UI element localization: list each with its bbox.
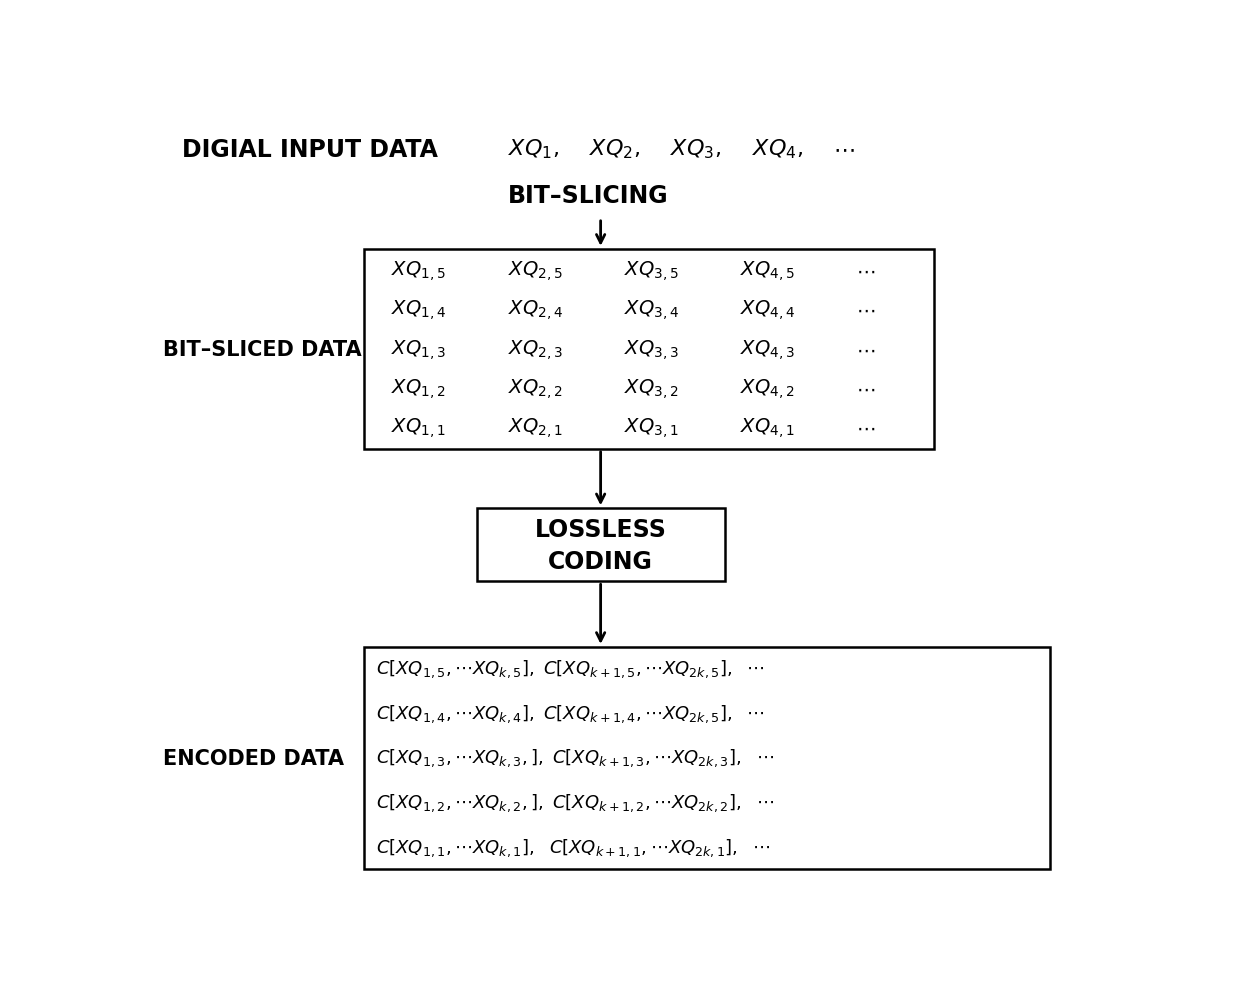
Text: $XQ_{1,3}$: $XQ_{1,3}$ [392,338,446,362]
Text: $\cdots$: $\cdots$ [857,340,875,359]
Text: $XQ_{3,1}$: $XQ_{3,1}$ [624,416,678,440]
Text: $XQ_1$,: $XQ_1$, [507,137,559,161]
Text: $XQ_{4,4}$: $XQ_{4,4}$ [740,299,795,323]
Bar [365,647,1050,869]
Text: $XQ_{1,2}$: $XQ_{1,2}$ [392,377,446,401]
Text: BIT–SLICING: BIT–SLICING [507,183,668,207]
Text: $XQ_{3,3}$: $XQ_{3,3}$ [624,338,678,362]
Text: $XQ_{4,2}$: $XQ_{4,2}$ [740,377,795,401]
Text: $\cdots$: $\cdots$ [857,262,875,281]
Text: $XQ_{4,3}$: $XQ_{4,3}$ [740,338,795,362]
Text: CODING: CODING [548,549,653,573]
Text: $\cdots$: $\cdots$ [857,419,875,438]
Text: $XQ_{2,4}$: $XQ_{2,4}$ [507,299,563,323]
Bar [365,249,934,450]
Text: $XQ_{1,5}$: $XQ_{1,5}$ [392,260,446,283]
Text: $XQ_{1,1}$: $XQ_{1,1}$ [392,416,446,440]
Text: ENCODED DATA: ENCODED DATA [162,747,343,768]
Text: $C[XQ_{1,3},\cdots XQ_{k,3},],\ C[XQ_{k+1,3},\cdots XQ_{2k,3}],\ \ \cdots$: $C[XQ_{1,3},\cdots XQ_{k,3},],\ C[XQ_{k+… [376,747,774,769]
Text: LOSSLESS: LOSSLESS [534,517,667,541]
Text: $XQ_3$,: $XQ_3$, [671,137,722,161]
Text: $XQ_{4,5}$: $XQ_{4,5}$ [740,260,795,283]
Text: $XQ_{2,2}$: $XQ_{2,2}$ [507,377,562,401]
Text: $XQ_4$,: $XQ_4$, [751,137,802,161]
Text: $XQ_{2,1}$: $XQ_{2,1}$ [507,416,562,440]
Text: $C[XQ_{1,1},\cdots XQ_{k,1}],\ \ C[XQ_{k+1,1},\cdots XQ_{2k,1}],\ \ \cdots$: $C[XQ_{1,1},\cdots XQ_{k,1}],\ \ C[XQ_{k… [376,837,771,858]
Text: $XQ_{3,4}$: $XQ_{3,4}$ [624,299,680,323]
Text: $XQ_{1,4}$: $XQ_{1,4}$ [392,299,446,323]
Text: DIGIAL INPUT DATA: DIGIAL INPUT DATA [182,137,438,161]
Text: $XQ_2$,: $XQ_2$, [589,137,640,161]
Text: $C[XQ_{1,4},\cdots XQ_{k,4}],\ C[XQ_{k+1,4},\cdots XQ_{2k,5}],\ \ \cdots$: $C[XQ_{1,4},\cdots XQ_{k,4}],\ C[XQ_{k+1… [376,702,765,724]
Text: $C[XQ_{1,2},\cdots XQ_{k,2},],\ C[XQ_{k+1,2},\cdots XQ_{2k,2}],\ \ \cdots$: $C[XQ_{1,2},\cdots XQ_{k,2},],\ C[XQ_{k+… [376,792,774,814]
Text: $\cdots$: $\cdots$ [857,301,875,320]
Text: BIT–SLICED DATA: BIT–SLICED DATA [162,340,361,360]
Bar [476,509,724,582]
Text: $XQ_{4,1}$: $XQ_{4,1}$ [740,416,795,440]
Text: $XQ_{2,3}$: $XQ_{2,3}$ [507,338,563,362]
Text: $XQ_{2,5}$: $XQ_{2,5}$ [507,260,563,283]
Text: $C[XQ_{1,5},\cdots XQ_{k,5}],\ C[XQ_{k+1,5},\cdots XQ_{2k,5}],\ \ \cdots$: $C[XQ_{1,5},\cdots XQ_{k,5}],\ C[XQ_{k+1… [376,658,765,679]
Text: $XQ_{3,5}$: $XQ_{3,5}$ [624,260,678,283]
Text: $XQ_{3,2}$: $XQ_{3,2}$ [624,377,678,401]
Text: $\cdots$: $\cdots$ [833,139,854,159]
Text: $\cdots$: $\cdots$ [857,379,875,398]
